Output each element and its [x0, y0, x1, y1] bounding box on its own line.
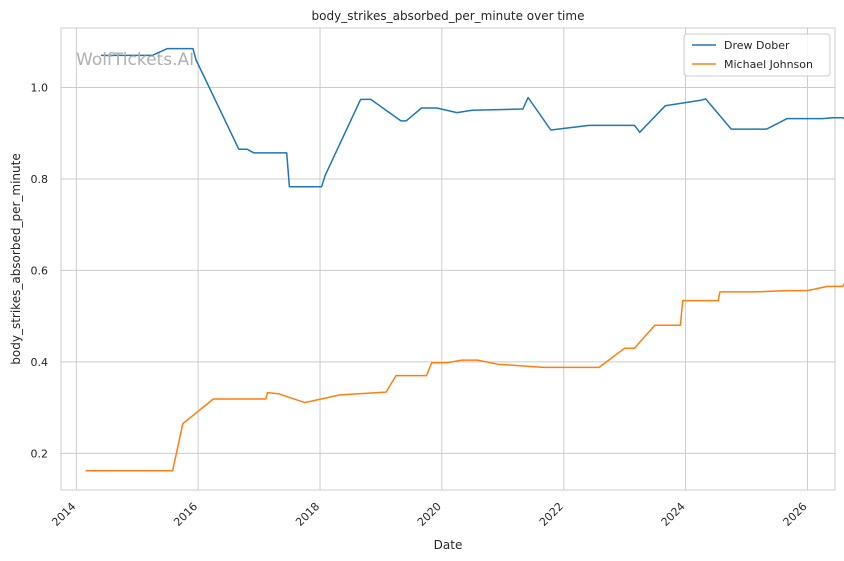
series-layer: [85, 47, 844, 472]
plot-frame: [60, 27, 836, 491]
y-tick-label: 1.0: [31, 81, 49, 94]
y-tick-label: 0.4: [31, 356, 49, 369]
y-tick-label: 0.2: [31, 447, 49, 460]
watermark: WolfTickets.AI: [76, 50, 194, 70]
y-axis-title: body_strikes_absorbed_per_minute: [9, 153, 23, 364]
series-line-michael-johnson: [85, 282, 844, 472]
y-tick-label: 0.6: [31, 264, 49, 277]
legend: Drew Dober Michael Johnson: [683, 33, 831, 77]
series-line-drew-dober: [100, 47, 844, 188]
y-tick-labels: 0.2 0.4 0.6 0.8 1.0: [31, 81, 49, 460]
legend-label-drew-dober: Drew Dober: [724, 39, 790, 52]
y-tick-label: 0.8: [31, 173, 49, 186]
x-axis-title: Date: [434, 538, 463, 552]
legend-label-michael-johnson: Michael Johnson: [724, 58, 813, 71]
legend-box: [683, 33, 831, 77]
chart-title: body_strikes_absorbed_per_minute over ti…: [312, 9, 585, 23]
